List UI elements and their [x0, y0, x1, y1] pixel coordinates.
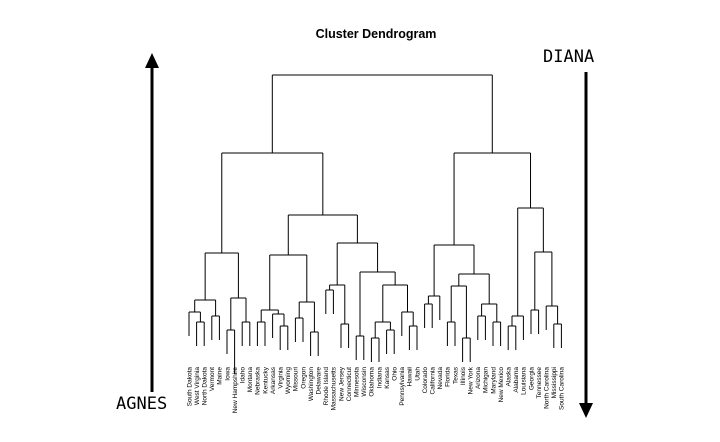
leaf-label: New Hampshire: [232, 367, 239, 414]
leaf-label: Washington: [308, 367, 315, 401]
leaf-label: Colorado: [422, 367, 429, 394]
leaf-label: Virginia: [278, 367, 285, 389]
leaf-label: Indiana: [376, 367, 383, 389]
leaf-label: Vermont: [209, 367, 216, 391]
leaf-label: Arizona: [475, 367, 482, 389]
leaf-label: Michigan: [483, 367, 490, 393]
leaf-label: Kentucky: [262, 366, 269, 393]
title: Cluster Dendrogram: [316, 27, 437, 41]
leaf-label: Connecticut: [346, 367, 353, 402]
leaf-label: West Virginia: [194, 367, 201, 405]
leaf-label: Minnesota: [354, 367, 361, 397]
diana-label: DIANA: [543, 47, 594, 67]
leaf-label: Montana: [247, 367, 254, 393]
leaf-label: Oregon: [300, 367, 307, 389]
leaf-label: California: [430, 367, 437, 395]
leaf-label: Maryland: [490, 367, 497, 394]
leaf-label: Alabama: [513, 367, 520, 393]
leaf-label: New York: [468, 366, 475, 394]
agnes-arrowhead: [145, 53, 159, 68]
leaf-label: Louisiana: [521, 367, 528, 395]
agnes-label: AGNES: [116, 394, 167, 414]
leaf-label: Pennsylvania: [399, 367, 406, 406]
leaf-label: Alaska: [506, 367, 513, 387]
leaf-label: Ohio: [392, 367, 399, 381]
leaf-label: New Jersey: [338, 366, 345, 401]
leaf-label: Texas: [452, 366, 459, 384]
leaf-label: Mississippi: [551, 367, 558, 398]
leaf-label: South Dakota: [186, 367, 193, 407]
leaf-label: Delaware: [316, 367, 323, 395]
leaf-label: North Dakota: [202, 367, 209, 406]
leaf-label: South Carolina: [559, 367, 566, 410]
leaf-label: Wisconsin: [361, 367, 368, 397]
leaf-label: Tennessee: [536, 367, 543, 399]
leaf-label: New Mexico: [498, 367, 505, 403]
leaf-label: Nebraska: [255, 367, 262, 395]
leaf-label: Georgia: [528, 367, 535, 391]
leaf-label: Illinois: [460, 366, 467, 385]
leaf-label: Idaho: [240, 367, 247, 384]
leaf-label: Iowa: [224, 367, 231, 381]
leaf-label: Massachusetts: [331, 366, 338, 410]
leaf-label: Florida: [445, 367, 452, 387]
leaf-label: North Carolina: [544, 367, 551, 409]
leaf-label: Missouri: [293, 367, 300, 391]
leaf-label: Kansas: [384, 366, 391, 388]
leaf-label: Hawaii: [407, 367, 414, 387]
leaf-label: Rhode Island: [323, 367, 330, 406]
dendrogram: South Dakota West Virginia North Dakota Ver…: [186, 74, 566, 414]
leaf-label: Arkansas: [270, 366, 277, 394]
leaf-label: Wyoming: [285, 367, 292, 394]
leaf-label: Nevada: [437, 367, 444, 390]
leaf-label: Maine: [217, 367, 224, 385]
diana-arrowhead: [579, 403, 593, 418]
leaf-label: Oklahoma: [369, 367, 376, 397]
leaf-label: Utah: [414, 367, 421, 381]
